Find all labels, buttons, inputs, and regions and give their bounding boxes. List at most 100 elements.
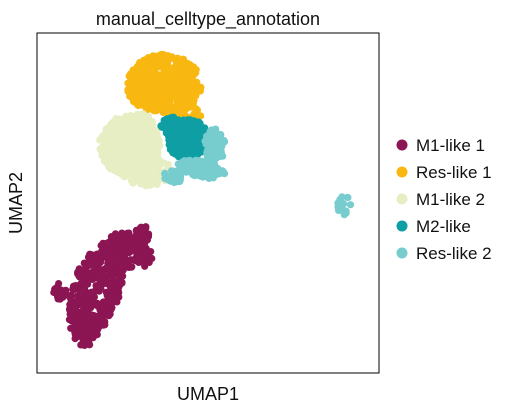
data-point bbox=[128, 152, 136, 160]
data-point bbox=[142, 114, 150, 122]
data-point bbox=[146, 70, 154, 79]
data-point bbox=[129, 168, 137, 176]
data-point bbox=[118, 279, 126, 287]
data-point bbox=[50, 288, 58, 297]
legend-marker bbox=[396, 247, 408, 259]
data-point bbox=[217, 146, 225, 154]
data-point bbox=[188, 68, 196, 76]
data-point bbox=[117, 241, 125, 249]
data-point bbox=[188, 160, 196, 168]
data-point bbox=[131, 134, 139, 142]
data-point bbox=[157, 53, 165, 61]
data-point bbox=[174, 146, 182, 155]
data-point bbox=[112, 264, 120, 272]
data-point bbox=[149, 177, 157, 185]
data-point bbox=[71, 307, 79, 315]
data-point bbox=[148, 157, 156, 165]
legend-marker bbox=[396, 193, 408, 205]
data-point bbox=[136, 165, 144, 173]
data-point bbox=[220, 170, 229, 178]
legend-label: M2-like bbox=[416, 217, 471, 236]
data-point bbox=[186, 103, 194, 111]
data-point bbox=[94, 271, 102, 279]
data-point bbox=[113, 258, 121, 266]
data-point bbox=[197, 112, 205, 120]
data-point bbox=[152, 91, 160, 99]
data-point bbox=[168, 135, 176, 143]
data-point bbox=[342, 207, 350, 215]
data-point bbox=[195, 146, 203, 154]
data-point bbox=[93, 282, 101, 291]
series-res-like-1 bbox=[124, 50, 205, 128]
data-point bbox=[110, 142, 118, 150]
data-point bbox=[129, 235, 137, 243]
data-point bbox=[147, 119, 155, 127]
data-point bbox=[164, 160, 172, 168]
data-point bbox=[138, 241, 146, 249]
data-point bbox=[120, 164, 128, 173]
data-point bbox=[98, 151, 106, 159]
data-point bbox=[185, 167, 193, 175]
legend-label: M1-like 2 bbox=[416, 190, 485, 209]
data-point bbox=[96, 136, 104, 144]
data-point bbox=[88, 332, 97, 340]
data-point bbox=[206, 144, 215, 152]
data-point bbox=[168, 113, 176, 122]
data-point bbox=[174, 160, 182, 168]
legend-marker bbox=[396, 220, 408, 232]
data-point bbox=[129, 179, 137, 187]
data-point bbox=[176, 107, 184, 115]
data-point bbox=[134, 252, 142, 260]
data-point bbox=[334, 203, 342, 211]
data-point bbox=[346, 201, 355, 209]
data-point bbox=[137, 223, 145, 231]
data-point bbox=[109, 150, 117, 158]
data-point bbox=[194, 163, 202, 171]
data-point bbox=[86, 261, 94, 269]
data-point bbox=[142, 250, 150, 258]
data-point bbox=[92, 299, 101, 307]
data-point bbox=[212, 125, 220, 133]
data-point bbox=[112, 249, 120, 257]
data-point bbox=[101, 318, 109, 327]
data-point bbox=[146, 62, 154, 71]
data-point bbox=[139, 66, 148, 74]
data-point bbox=[192, 106, 200, 114]
data-point bbox=[104, 125, 112, 133]
data-point bbox=[120, 129, 129, 137]
data-point bbox=[207, 133, 215, 141]
data-point bbox=[175, 153, 183, 161]
data-point bbox=[113, 129, 121, 137]
legend: M1-like 1 Res-like 1 M1-like 2 M2-like Res-l… bbox=[396, 136, 492, 263]
data-point bbox=[190, 81, 199, 89]
data-point bbox=[140, 60, 148, 68]
data-point bbox=[135, 258, 143, 266]
data-point bbox=[93, 323, 101, 331]
data-point bbox=[154, 97, 162, 105]
data-point bbox=[124, 87, 132, 95]
data-point bbox=[80, 331, 88, 339]
data-point bbox=[62, 287, 70, 295]
data-point bbox=[138, 123, 146, 131]
data-point bbox=[340, 200, 348, 208]
data-point bbox=[78, 287, 86, 295]
data-point bbox=[105, 293, 113, 301]
data-point bbox=[160, 121, 168, 129]
data-point bbox=[129, 66, 137, 74]
data-point bbox=[139, 139, 147, 147]
data-point bbox=[205, 169, 213, 177]
series-m2-like bbox=[157, 113, 211, 163]
data-point bbox=[180, 131, 188, 139]
data-point bbox=[115, 146, 123, 154]
data-point bbox=[133, 100, 141, 108]
data-point bbox=[200, 162, 208, 170]
data-point bbox=[192, 92, 200, 100]
data-point bbox=[159, 84, 167, 92]
plot-frame bbox=[36, 32, 380, 374]
data-point bbox=[190, 139, 198, 147]
y-axis-label: UMAP2 bbox=[6, 172, 26, 234]
data-point bbox=[145, 256, 153, 264]
data-point bbox=[105, 163, 113, 171]
data-point bbox=[133, 89, 141, 97]
data-point bbox=[88, 289, 96, 297]
